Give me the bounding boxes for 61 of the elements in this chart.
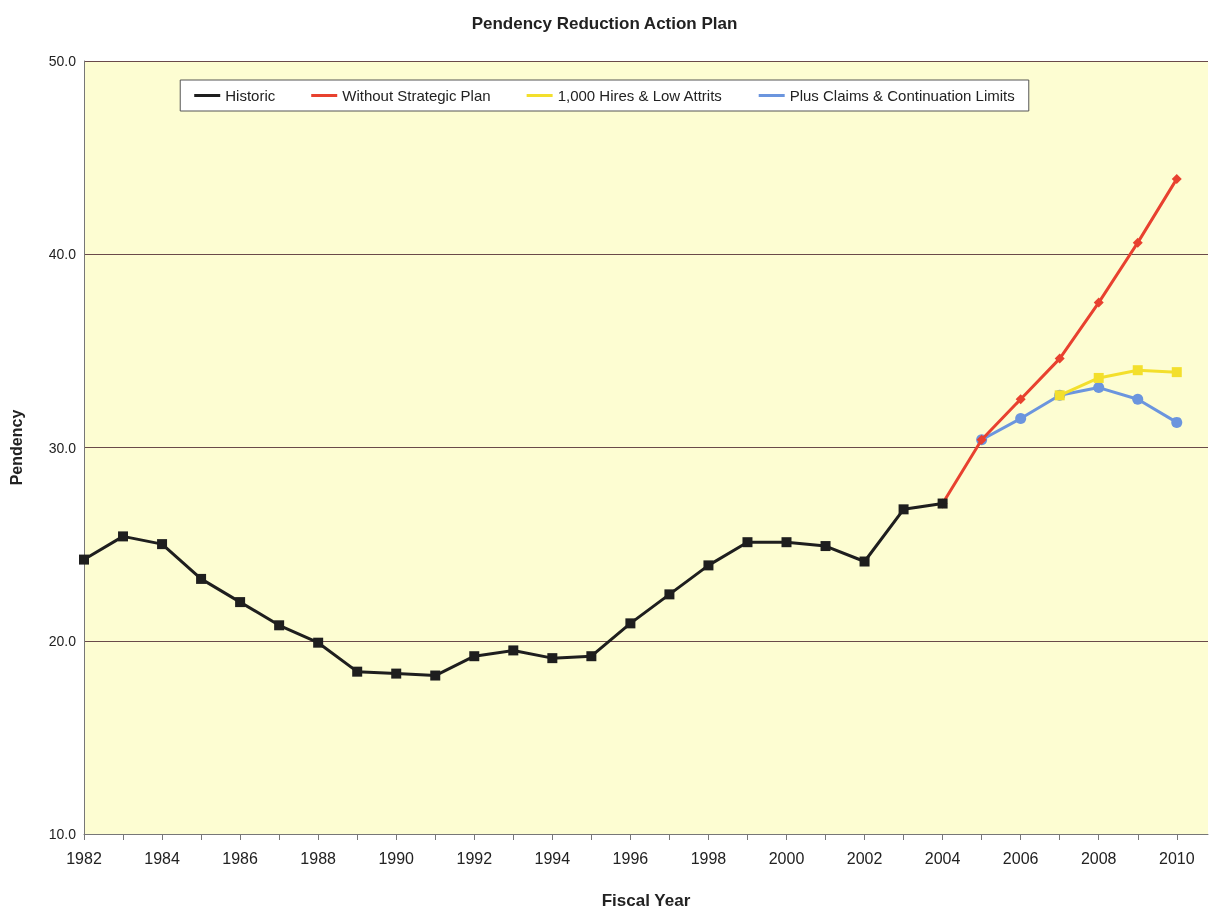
point xyxy=(1093,382,1105,394)
x-tick-label: 2004 xyxy=(924,849,961,867)
point xyxy=(118,531,129,542)
point xyxy=(391,668,402,679)
x-tick-label: 1982 xyxy=(66,849,102,867)
point xyxy=(508,645,519,656)
x-tick-label: 1992 xyxy=(456,849,493,867)
x-tick-label: 2006 xyxy=(1002,849,1039,867)
y-tick-label: 40.0 xyxy=(48,246,77,263)
point xyxy=(79,554,89,565)
point xyxy=(1054,353,1065,364)
point xyxy=(352,666,363,677)
point xyxy=(781,537,792,548)
point xyxy=(820,541,831,552)
point xyxy=(157,539,168,550)
point xyxy=(1132,365,1143,376)
point xyxy=(703,560,714,571)
point xyxy=(1171,173,1182,184)
point xyxy=(235,597,246,608)
x-tick-label: 1986 xyxy=(222,849,259,867)
point xyxy=(430,670,441,681)
y-tick-label: 10.0 xyxy=(48,826,77,842)
x-tick-label: 1994 xyxy=(534,849,571,867)
point xyxy=(1015,394,1026,405)
y-axis-title: Pendency xyxy=(7,409,25,486)
x-tick-label: 1984 xyxy=(144,849,180,867)
chart-title: Pendency Reduction Action Plan xyxy=(471,14,738,33)
point xyxy=(1132,237,1143,248)
point xyxy=(547,653,558,664)
x-tick-label: 2002 xyxy=(846,849,883,867)
point xyxy=(274,620,285,631)
y-tick-label: 30.0 xyxy=(48,439,77,456)
x-tick-label: 1990 xyxy=(378,849,415,867)
point xyxy=(742,537,753,548)
point xyxy=(664,589,675,600)
legend-label: Without Strategic Plan xyxy=(342,87,491,104)
point xyxy=(1171,416,1183,428)
point xyxy=(1015,413,1027,425)
x-tick-label: 1996 xyxy=(612,849,649,867)
x-tick-label: 2010 xyxy=(1158,849,1195,867)
y-tick-label: 20.0 xyxy=(48,632,77,649)
point xyxy=(859,556,870,567)
x-tick-label: 2000 xyxy=(768,849,805,867)
point xyxy=(1093,297,1104,308)
legend-label: Historic xyxy=(225,87,276,104)
point xyxy=(1171,367,1182,378)
point xyxy=(898,504,909,515)
point xyxy=(313,637,324,648)
x-tick-label: 1998 xyxy=(690,849,727,867)
x-tick-label: 2008 xyxy=(1080,849,1117,867)
point xyxy=(586,651,597,662)
point xyxy=(1132,393,1144,405)
point xyxy=(1093,372,1104,383)
x-axis-title: Fiscal Year xyxy=(601,891,691,910)
legend-label: 1,000 Hires & Low Attrits xyxy=(557,87,722,104)
point xyxy=(625,618,636,629)
y-tick-label: 50.0 xyxy=(48,53,77,69)
point xyxy=(469,651,480,662)
x-tick-label: 1988 xyxy=(300,849,337,867)
legend-label: Plus Claims & Continuation Limits xyxy=(789,87,1015,104)
point xyxy=(196,573,207,584)
